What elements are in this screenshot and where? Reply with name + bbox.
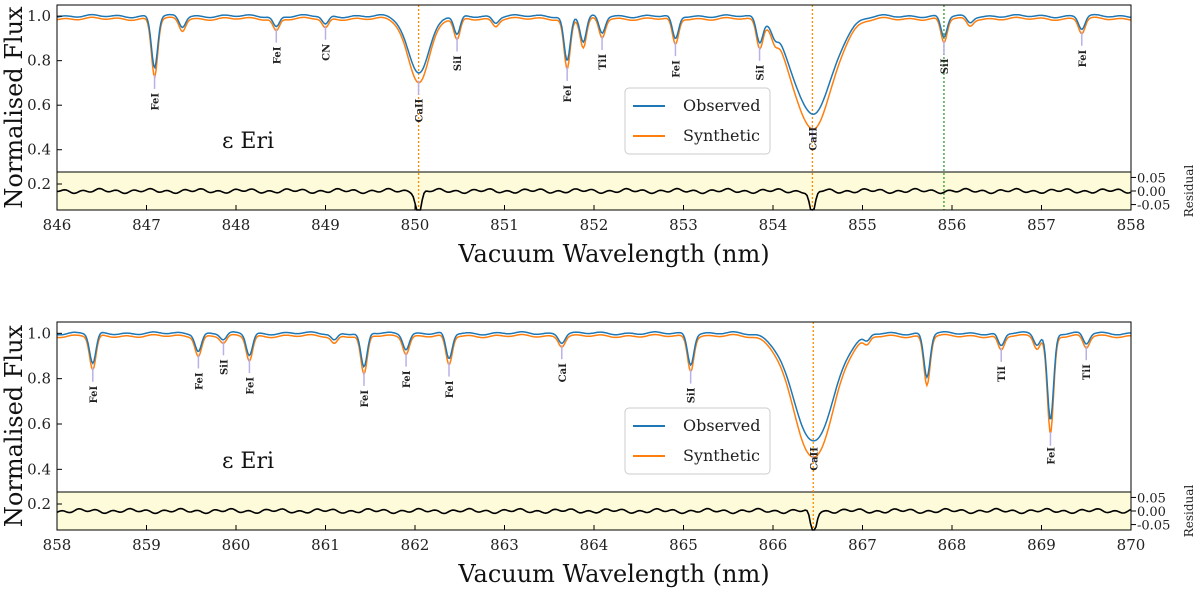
chart-top-line-label-3: CN [322,44,333,61]
chart-top-y-axis-label: Normalised Flux [0,6,28,209]
chart-top-ytick-label-2: 0.6 [27,96,51,114]
chart-top-xtick-label-11: 857 [1027,216,1056,234]
chart-top-line-label-16: FeI [1078,49,1089,67]
chart-bottom-xtick-label-4: 862 [401,536,430,554]
chart-bottom-xtick-label-6: 864 [580,536,609,554]
chart-bottom-res-tick-label-1: 0.00 [1137,505,1166,520]
chart-top-legend-label-1: Synthetic [683,126,760,145]
chart-bottom-legend-box [624,407,771,475]
chart-top-residual-label: Residual [1182,165,1196,218]
chart-top-line-label-11: SiI [756,65,767,81]
chart-top-xtick-label-9: 855 [848,216,877,234]
chart-bottom-xtick-label-10: 868 [938,536,967,554]
chart-top-line-label-7: FeI [563,85,574,103]
chart-bottom-legend-label-1: Synthetic [683,446,760,465]
chart-bottom-xtick-label-3: 861 [311,536,340,554]
chart-top-xtick-label-7: 853 [669,216,698,234]
chart-bottom-legend: Observed Synthetic [624,407,771,475]
chart-bottom-xtick-label-5: 863 [490,536,519,554]
chart-bottom-ytick-label-3: 0.8 [27,370,51,388]
chart-top-line-label-5: SiI [453,55,464,71]
chart-bottom-ytick-label-2: 0.6 [27,415,51,433]
chart-bottom-y-axis-label: Normalised Flux [0,324,28,527]
chart-top-xtick-label-8: 854 [759,216,788,234]
chart-bottom-ytick-label-0: 0.2 [27,495,51,513]
chart-top-legend-label-0: Observed [683,96,760,115]
chart-top-xtick-label-1: 847 [132,216,161,234]
chart-bottom-xtick-label-9: 867 [848,536,877,554]
chart-bottom-line-label-15: FeI [1046,447,1057,465]
chart-bottom-line-label-2: SiI [219,359,230,375]
chart-top-observed-series [56,13,1132,115]
chart-bottom-residual-label: Residual [1182,485,1196,538]
chart-top-ytick-label-1: 0.4 [27,141,51,159]
chart-bottom-line-label-13: TiI [997,366,1008,382]
chart-top-xtick-label-12: 858 [1117,216,1146,234]
chart-top-x-axis-label: Vacuum Wavelength (nm) [457,240,769,268]
chart-bottom-line-label-7: FeI [445,380,456,398]
chart-top-line-label-4: CaII [415,98,426,122]
chart-top-line-label-9: TiI [598,54,609,70]
chart-top-line-label-14: SiI [940,58,951,74]
chart-bottom-xtick-label-0: 858 [43,536,72,554]
chart-bottom-star-label: ε Eri [222,449,274,474]
chart-top-group: FeI FeI CN CaII SiI FeI TiI FeI SiI CaII SiI FeI 846… [0,4,1196,268]
chart-bottom-residual-series [56,507,1132,531]
chart-bottom-line-label-3: FeI [245,377,256,395]
chart-top-star-label: ε Eri [222,129,274,154]
chart-top-xtick-label-5: 851 [490,216,519,234]
chart-bottom-xtick-label-11: 869 [1027,536,1056,554]
chart-top-line-label-2: FeI [272,46,283,64]
chart-top-xtick-label-6: 852 [580,216,609,234]
chart-bottom-line-label-9: SiI [687,387,698,403]
chart-bottom-line-label-5: FeI [360,390,371,408]
chart-top-xtick-label-3: 849 [311,216,340,234]
chart-bottom-line-label-1: FeI [194,372,205,390]
chart-top-line-label-13: CaII [808,127,819,151]
chart-bottom-xtick-label-12: 870 [1117,536,1146,554]
chart-top-ytick-label-3: 0.8 [27,52,51,70]
chart-bottom-xtick-label-1: 859 [132,536,161,554]
chart-bottom-ytick-label-1: 0.4 [27,460,51,478]
chart-bottom-line-label-0: FeI [89,385,100,403]
chart-top-legend: Observed Synthetic [624,87,771,155]
chart-top-res-tick-label-0: 0.05 [1137,171,1166,186]
chart-top-ytick-label-0: 0.2 [27,175,51,193]
chart-bottom-legend-label-0: Observed [683,416,760,435]
chart-top-ytick-label-4: 1.0 [27,7,51,25]
chart-top-res-tick-label-2: -0.05 [1137,199,1170,214]
chart-bottom-xtick-label-2: 860 [222,536,251,554]
chart-bottom-line-label-6: FeI [402,370,413,388]
chart-top-residual-series [56,187,1132,211]
chart-bottom-x-axis-label: Vacuum Wavelength (nm) [457,560,769,588]
chart-bottom-res-tick-label-2: -0.05 [1137,519,1170,534]
chart-bottom-line-label-16: TiI [1082,364,1093,380]
chart-bottom-line-label-10: CaII [809,447,820,471]
chart-bottom-group: FeI FeI SiI FeI FeI FeI FeI CaI SiI CaII TiI FeI TiI… [0,321,1196,588]
chart-top-xtick-label-4: 850 [401,216,430,234]
chart-top-line-label-10: FeI [671,60,682,78]
chart-top-legend-box [624,87,771,155]
chart-top-res-tick-label-1: 0.00 [1137,185,1166,200]
chart-bottom-observed-series [56,330,1131,442]
chart-bottom-xtick-label-7: 865 [669,536,698,554]
chart-top-line-label-0: FeI [151,93,162,111]
chart-bottom-res-tick-label-0: 0.05 [1137,491,1166,506]
chart-bottom-line-label-8: CaI [558,363,569,382]
chart-top-xtick-label-2: 848 [222,216,251,234]
chart-bottom-xtick-label-8: 866 [759,536,788,554]
chart-bottom-ytick-label-4: 1.0 [27,324,51,342]
chart-bottom-synthetic-series [56,333,1131,458]
chart-top-synthetic-series [56,16,1132,130]
chart-top-xtick-label-10: 856 [938,216,967,234]
chart-top-xtick-label-0: 846 [43,216,72,234]
